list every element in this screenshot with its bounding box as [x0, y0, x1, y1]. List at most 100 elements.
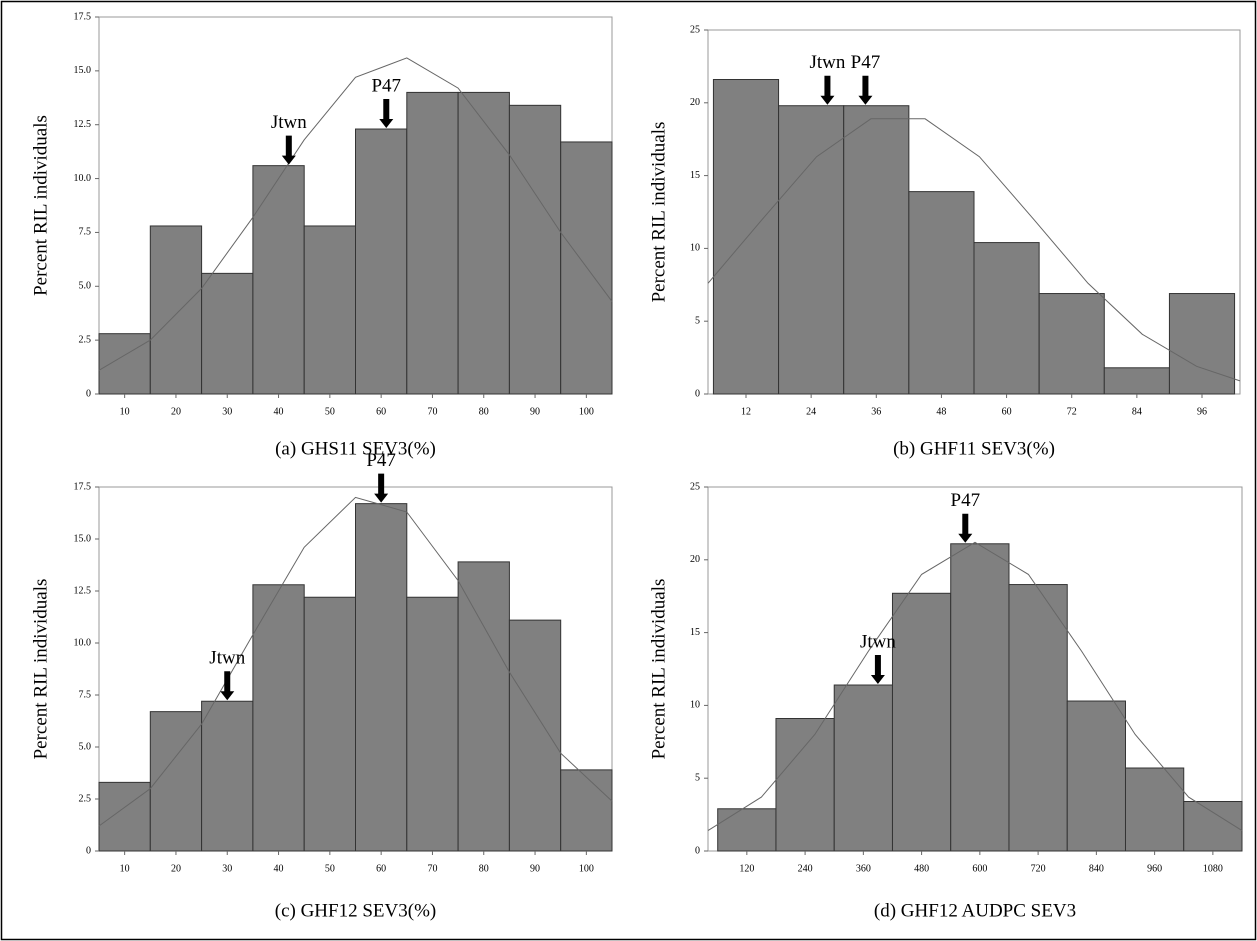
bar [775, 718, 835, 852]
annotation-arrow [958, 513, 973, 543]
annotation-label: P47 [951, 490, 981, 511]
x-tick-label: 80 [479, 863, 489, 874]
bar [252, 584, 305, 852]
x-tick-label: 12 [741, 406, 751, 417]
annotation-arrow [379, 99, 394, 129]
x-tick-label: 10 [120, 406, 130, 417]
y-tick-label: 20 [690, 97, 700, 108]
y-tick-label: 20 [690, 554, 700, 565]
bar [201, 700, 254, 852]
x-tick-label: 100 [579, 406, 594, 417]
bar [355, 503, 408, 852]
bar [98, 781, 151, 852]
bar [149, 711, 203, 852]
x-tick-label: 48 [936, 406, 946, 417]
bar [1038, 293, 1105, 395]
x-tick-label: 30 [222, 863, 232, 874]
x-tick-label: 80 [479, 406, 489, 417]
x-axis-label: (a) GHS11 SEV3(%) [275, 438, 436, 459]
bar [303, 225, 357, 395]
y-axis-label: Percent RIL individuals [648, 122, 669, 303]
x-tick-label: 84 [1132, 406, 1142, 417]
bar [252, 165, 305, 395]
y-tick-label: 15 [690, 170, 700, 181]
bar [406, 91, 459, 395]
bar [355, 128, 408, 395]
y-tick-label: 10.0 [74, 637, 92, 648]
x-tick-label: 480 [914, 863, 929, 874]
bar [908, 191, 975, 395]
y-tick-label: 0 [695, 845, 700, 856]
bar [833, 684, 893, 852]
x-tick-label: 40 [274, 863, 284, 874]
annotation-label: Jtwn [271, 112, 307, 133]
x-tick-label: 36 [871, 406, 881, 417]
bar [98, 333, 151, 395]
y-axis-label: Percent RIL individuals [30, 115, 51, 296]
bar [973, 242, 1040, 395]
y-tick-label: 5.0 [79, 281, 92, 292]
x-tick-label: 120 [739, 863, 754, 874]
bar [1183, 800, 1243, 852]
x-axis-label: (c) GHF12 SEV3(%) [275, 900, 436, 921]
y-tick-label: 7.5 [79, 227, 92, 238]
y-tick-label: 12.5 [74, 119, 92, 130]
bar [508, 104, 562, 395]
annotation-label: Jtwn [809, 52, 845, 73]
y-tick-label: 0 [86, 845, 91, 856]
bar [778, 105, 845, 395]
y-tick-label: 10 [690, 243, 700, 254]
x-tick-label: 720 [1031, 863, 1046, 874]
bar [891, 592, 952, 852]
bar [950, 543, 1010, 852]
y-axis-label: Percent RIL individuals [648, 579, 669, 760]
bar [457, 91, 510, 395]
y-tick-label: 25 [690, 481, 700, 492]
x-tick-label: 90 [530, 406, 540, 417]
bar [303, 596, 357, 852]
y-tick-label: 15.0 [74, 65, 92, 76]
annotation-label: P47 [851, 52, 881, 73]
x-axis-label: (b) GHF11 SEV3(%) [893, 438, 1055, 459]
bar [406, 596, 459, 852]
x-tick-label: 100 [579, 863, 594, 874]
bar [457, 561, 510, 852]
x-tick-label: 20 [171, 406, 181, 417]
bar [843, 105, 910, 395]
x-tick-label: 40 [274, 406, 284, 417]
y-tick-label: 15 [690, 627, 700, 638]
x-tick-label: 60 [376, 406, 386, 417]
y-tick-label: 2.5 [79, 334, 92, 345]
bar [1168, 293, 1236, 395]
x-tick-label: 10 [120, 863, 130, 874]
y-tick-label: 5 [695, 772, 700, 783]
bar [1103, 367, 1170, 395]
y-tick-label: 12.5 [74, 585, 92, 596]
bar [1066, 700, 1126, 852]
bar [717, 808, 777, 852]
x-tick-label: 1080 [1203, 863, 1223, 874]
normal-curve [707, 541, 1243, 832]
y-tick-label: 17.5 [74, 11, 92, 22]
x-tick-label: 360 [856, 863, 871, 874]
bar [201, 272, 254, 395]
bar [508, 619, 562, 852]
x-tick-label: 60 [1002, 406, 1012, 417]
x-tick-label: 50 [325, 863, 335, 874]
x-tick-label: 240 [798, 863, 813, 874]
annotation-label: P47 [366, 450, 396, 471]
y-tick-label: 10.0 [74, 173, 92, 184]
y-tick-label: 2.5 [79, 793, 92, 804]
x-tick-label: 24 [806, 406, 816, 417]
x-tick-label: 840 [1089, 863, 1104, 874]
y-tick-label: 5 [695, 315, 700, 326]
y-tick-label: 0 [86, 388, 91, 399]
normal-curve [98, 496, 613, 827]
y-axis-label: Percent RIL individuals [30, 579, 51, 760]
annotation-arrow [220, 671, 235, 701]
annotation-arrow [281, 135, 296, 165]
y-tick-label: 5.0 [79, 741, 92, 752]
y-tick-label: 25 [690, 24, 700, 35]
